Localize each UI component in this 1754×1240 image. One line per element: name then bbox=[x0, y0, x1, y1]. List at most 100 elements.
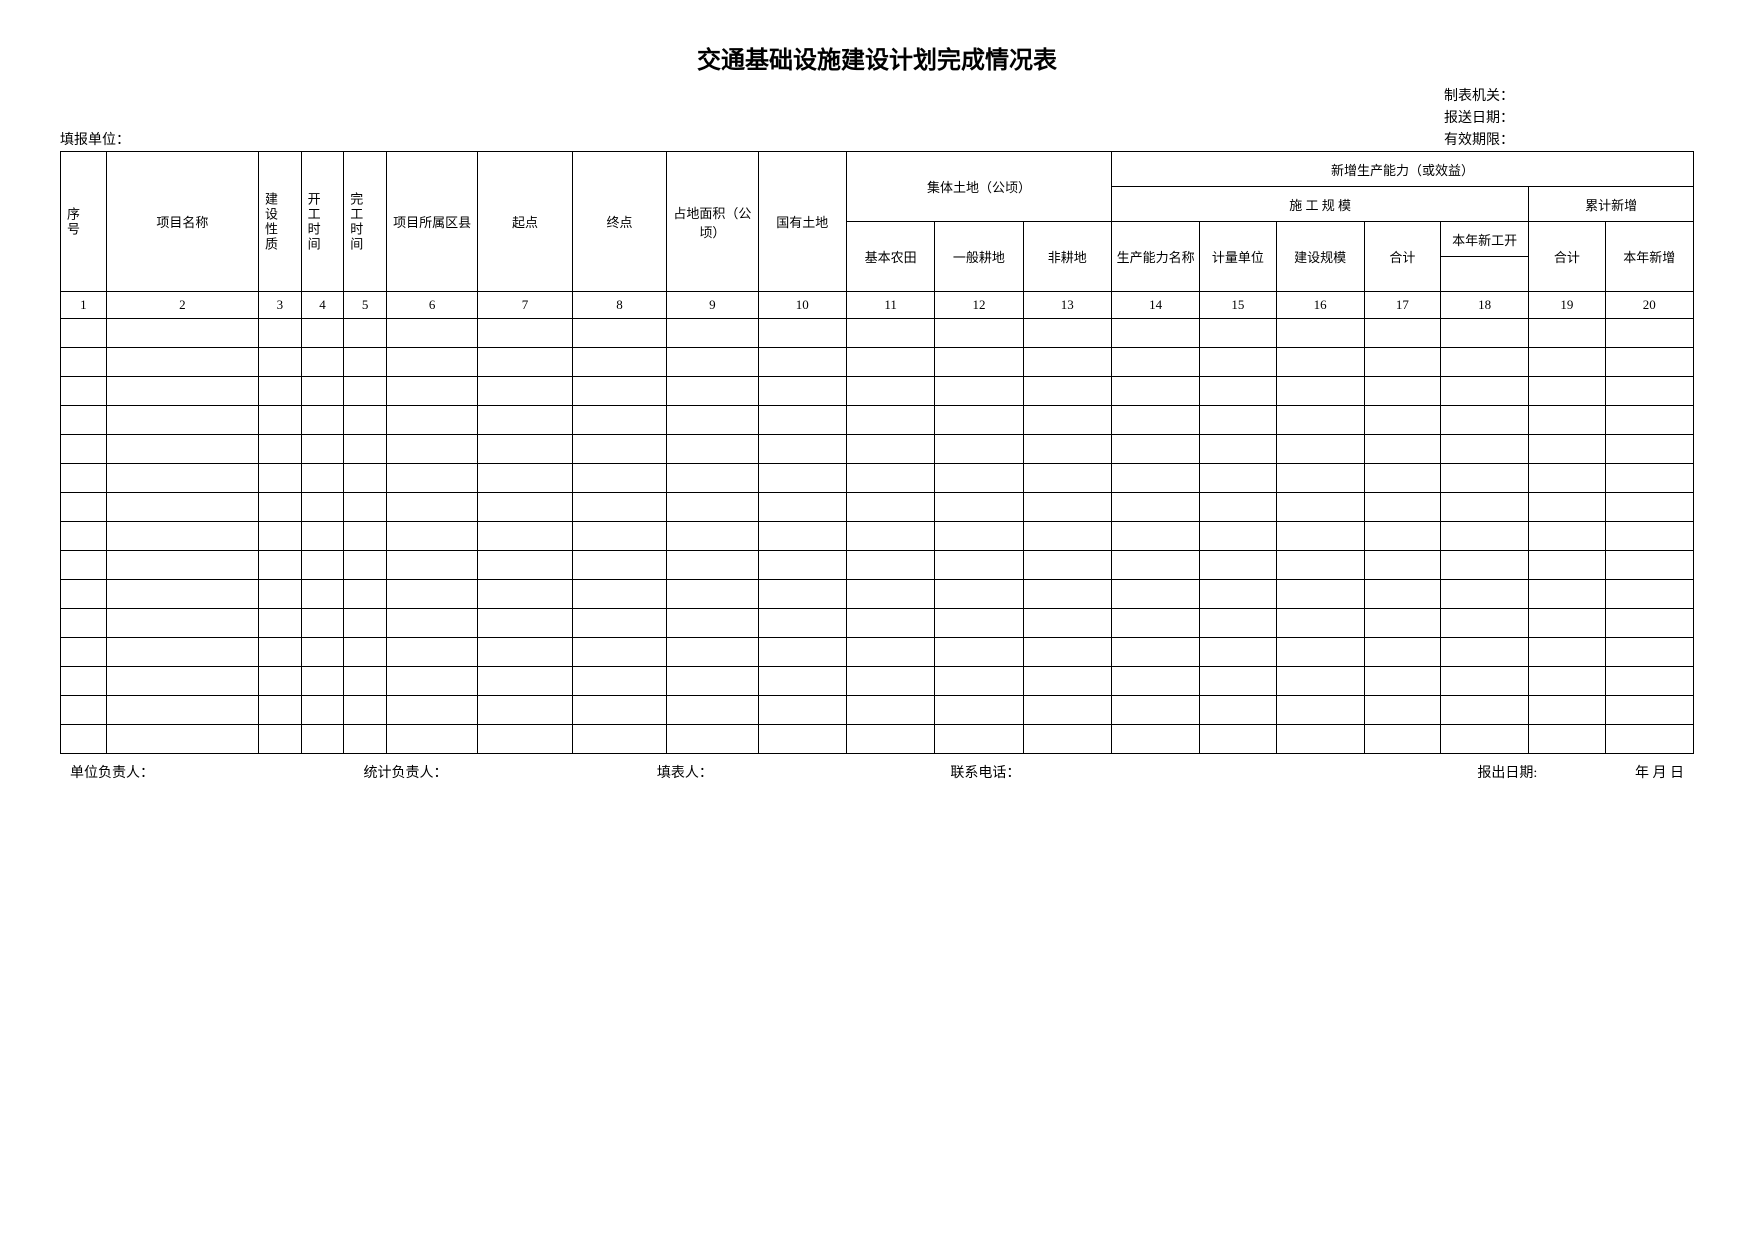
table-cell bbox=[301, 319, 344, 348]
table-cell bbox=[846, 551, 934, 580]
table-cell bbox=[106, 551, 258, 580]
table-cell bbox=[1276, 696, 1364, 725]
table-cell bbox=[1364, 696, 1440, 725]
col-num: 10 bbox=[758, 292, 846, 319]
table-cell bbox=[1364, 406, 1440, 435]
table-cell bbox=[259, 522, 302, 551]
table-cell bbox=[1112, 667, 1200, 696]
table-cell bbox=[106, 348, 258, 377]
table-cell bbox=[758, 435, 846, 464]
table-cell bbox=[667, 319, 758, 348]
table-cell bbox=[572, 464, 666, 493]
table-cell bbox=[1441, 609, 1529, 638]
table-cell bbox=[344, 493, 387, 522]
col-num: 15 bbox=[1200, 292, 1276, 319]
col-num: 11 bbox=[846, 292, 934, 319]
table-cell bbox=[846, 348, 934, 377]
header-project-name: 项目名称 bbox=[106, 152, 258, 292]
table-cell bbox=[61, 406, 107, 435]
table-cell bbox=[478, 551, 572, 580]
table-cell bbox=[301, 551, 344, 580]
table-cell bbox=[61, 319, 107, 348]
table-cell bbox=[1276, 435, 1364, 464]
table-cell bbox=[1200, 638, 1276, 667]
col-num: 16 bbox=[1276, 292, 1364, 319]
send-date-label: 报送日期： bbox=[60, 107, 1694, 127]
col-num: 3 bbox=[259, 292, 302, 319]
table-cell bbox=[572, 696, 666, 725]
table-cell bbox=[1200, 406, 1276, 435]
header-collective-land: 集体土地（公顷） bbox=[846, 152, 1111, 222]
table-cell bbox=[259, 696, 302, 725]
table-cell bbox=[667, 580, 758, 609]
table-cell bbox=[1364, 348, 1440, 377]
col-num: 7 bbox=[478, 292, 572, 319]
table-cell bbox=[667, 609, 758, 638]
table-cell bbox=[1276, 609, 1364, 638]
header-seq: 序号 bbox=[61, 152, 107, 292]
table-cell bbox=[1200, 493, 1276, 522]
table-cell bbox=[1529, 551, 1605, 580]
page-title: 交通基础设施建设计划完成情况表 bbox=[60, 40, 1694, 75]
table-cell bbox=[572, 638, 666, 667]
table-cell bbox=[1441, 319, 1529, 348]
table-cell bbox=[259, 406, 302, 435]
table-cell bbox=[1364, 493, 1440, 522]
table-cell bbox=[1112, 319, 1200, 348]
table-cell bbox=[61, 435, 107, 464]
table-cell bbox=[478, 522, 572, 551]
table-row bbox=[61, 464, 1694, 493]
table-cell bbox=[1605, 696, 1694, 725]
table-cell bbox=[259, 377, 302, 406]
table-cell bbox=[1529, 580, 1605, 609]
table-cell bbox=[846, 464, 934, 493]
table-cell bbox=[758, 551, 846, 580]
header-construction-scale: 施 工 规 模 bbox=[1112, 187, 1529, 222]
table-row bbox=[61, 522, 1694, 551]
table-cell bbox=[1441, 464, 1529, 493]
table-cell bbox=[1200, 609, 1276, 638]
table-cell bbox=[61, 551, 107, 580]
table-cell bbox=[106, 638, 258, 667]
table-cell bbox=[478, 696, 572, 725]
table-cell bbox=[1112, 696, 1200, 725]
table-cell bbox=[1364, 464, 1440, 493]
col-num: 6 bbox=[386, 292, 477, 319]
table-row bbox=[61, 667, 1694, 696]
table-cell bbox=[572, 377, 666, 406]
table-cell bbox=[106, 319, 258, 348]
table-cell bbox=[259, 725, 302, 754]
table-cell bbox=[935, 319, 1023, 348]
header-non-farm: 非耕地 bbox=[1023, 222, 1111, 292]
table-cell bbox=[758, 377, 846, 406]
table-cell bbox=[1023, 319, 1111, 348]
number-row: 1 2 3 4 5 6 7 8 9 10 11 12 13 14 15 16 1… bbox=[61, 292, 1694, 319]
table-cell bbox=[1529, 725, 1605, 754]
table-cell bbox=[386, 725, 477, 754]
table-cell bbox=[1529, 522, 1605, 551]
table-cell bbox=[572, 609, 666, 638]
table-cell bbox=[667, 725, 758, 754]
table-cell bbox=[935, 522, 1023, 551]
header-start-point: 起点 bbox=[478, 152, 572, 292]
table-cell bbox=[301, 522, 344, 551]
table-cell bbox=[572, 348, 666, 377]
table-cell bbox=[846, 696, 934, 725]
table-cell bbox=[1441, 435, 1529, 464]
table-cell bbox=[344, 435, 387, 464]
phone-label: 联系电话： bbox=[950, 762, 1243, 782]
table-cell bbox=[386, 464, 477, 493]
header-sum2: 合计 bbox=[1529, 222, 1605, 292]
table-cell bbox=[935, 435, 1023, 464]
table-cell bbox=[344, 464, 387, 493]
table-cell bbox=[386, 493, 477, 522]
table-cell bbox=[935, 696, 1023, 725]
table-cell bbox=[1023, 696, 1111, 725]
table-cell bbox=[386, 667, 477, 696]
filler-label: 填表人： bbox=[657, 762, 950, 782]
table-cell bbox=[572, 319, 666, 348]
table-cell bbox=[667, 493, 758, 522]
table-cell bbox=[1364, 551, 1440, 580]
table-cell bbox=[1023, 493, 1111, 522]
col-num: 5 bbox=[344, 292, 387, 319]
